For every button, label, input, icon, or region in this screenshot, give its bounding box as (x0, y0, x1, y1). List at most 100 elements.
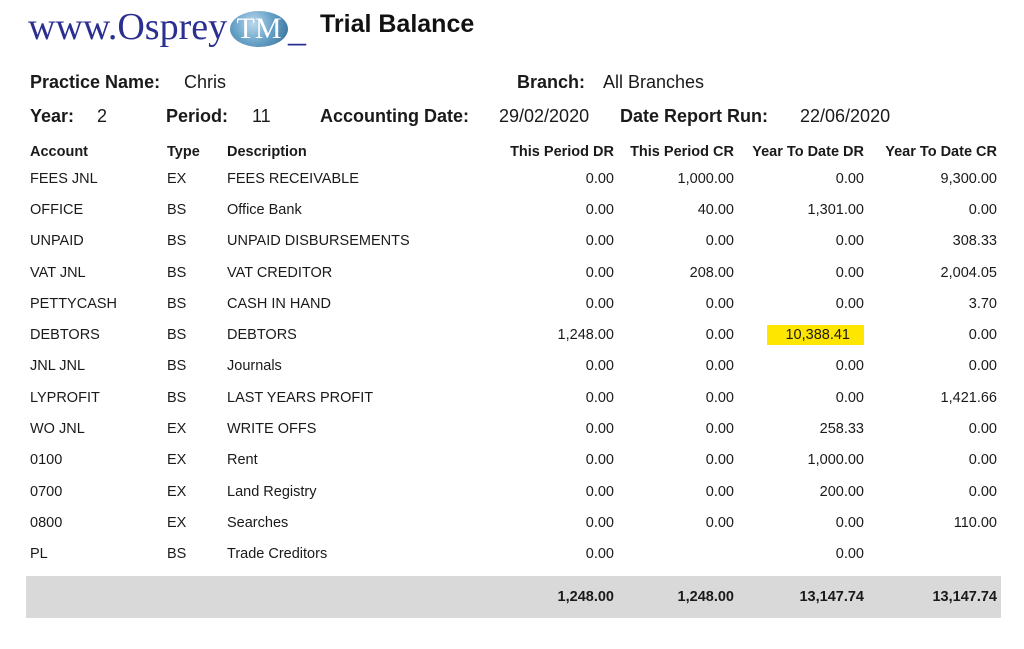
account-type-cell: BS (167, 546, 187, 563)
account-type-cell: EX (167, 170, 187, 187)
table-row: 0100 EX Rent 0.00 0.00 1,000.00 0.00 (26, 445, 1001, 476)
ytd-dr-cell: 10,388.41 (738, 319, 868, 350)
account-code-cell: OFFICE (30, 201, 84, 218)
total-ytd-dr: 13,147.74 (738, 575, 868, 618)
ytd-cr-cell: 9,300.00 (940, 170, 997, 187)
account-type-cell: BS (167, 233, 187, 250)
table-header-row: Account Type Description This Period DR … (26, 140, 1001, 163)
account-description-cell: LAST YEARS PROFIT (227, 389, 374, 406)
column-header: Account (30, 143, 88, 160)
column-header: Year To Date DR (752, 143, 864, 160)
branch-value: All Branches (603, 72, 705, 92)
this-period-cr-cell (618, 539, 738, 570)
this-period-cr-cell: 40.00 (697, 201, 734, 218)
this-period-dr-cell: 0.00 (585, 264, 614, 281)
table-row: WO JNL EX WRITE OFFS 0.00 0.00 258.33 0.00 (26, 413, 1001, 444)
account-description-cell: Journals (227, 358, 282, 375)
ytd-cr-cell: 3.70 (968, 295, 997, 312)
this-period-dr-cell: 0.00 (585, 201, 614, 218)
account-code-cell: JNL JNL (30, 358, 86, 375)
account-description-cell: Searches (227, 514, 289, 531)
table-row: OFFICE BS Office Bank 0.00 40.00 1,301.00 0.00 (26, 194, 1001, 225)
this-period-dr-cell: 0.00 (585, 483, 614, 500)
this-period-cr-cell: 0.00 (705, 452, 734, 469)
this-period-cr-cell: 0.00 (705, 358, 734, 375)
this-period-dr-cell: 0.00 (585, 170, 614, 187)
account-code-cell: 0700 (30, 483, 63, 500)
logo-text: www.Osprey (28, 6, 228, 48)
ytd-dr-cell: 1,000.00 (807, 452, 864, 469)
column-header: This Period CR (630, 143, 734, 160)
table-row: LYPROFIT BS LAST YEARS PROFIT 0.00 0.00 0.00 1… (26, 382, 1001, 413)
year-value: 2 (97, 106, 108, 126)
ytd-dr-cell: 0.00 (835, 233, 864, 250)
logo-tm-badge: TM (230, 11, 288, 47)
ytd-dr-cell: 258.33 (819, 421, 864, 438)
account-code-cell: PETTYCASH (30, 295, 118, 312)
ytd-dr-cell: 0.00 (835, 389, 864, 406)
this-period-cr-cell: 0.00 (705, 327, 734, 344)
ytd-cr-cell: 0.00 (968, 421, 997, 438)
account-type-cell: EX (167, 514, 187, 531)
period-label: Period: (166, 106, 229, 126)
highlighted-value: 10,388.41 (767, 325, 864, 346)
account-type-cell: BS (167, 389, 187, 406)
ytd-dr-cell: 0.00 (835, 546, 864, 563)
table-row: PETTYCASH BS CASH IN HAND 0.00 0.00 0.00 3.70 (26, 288, 1001, 319)
account-code-cell: FEES JNL (30, 170, 98, 187)
this-period-dr-cell: 0.00 (585, 546, 614, 563)
account-description-cell: CASH IN HAND (227, 295, 331, 312)
this-period-dr-cell: 0.00 (585, 421, 614, 438)
column-header: Description (227, 143, 307, 160)
this-period-cr-cell: 0.00 (705, 389, 734, 406)
ytd-cr-cell: 1,421.66 (940, 389, 997, 406)
account-type-cell: BS (167, 295, 187, 312)
account-code-cell: LYPROFIT (30, 389, 100, 406)
ytd-dr-cell: 1,301.00 (807, 201, 864, 218)
account-type-cell: EX (167, 483, 187, 500)
this-period-dr-cell: 0.00 (585, 295, 614, 312)
logo-underscore: _ (288, 9, 306, 49)
ytd-cr-cell: 0.00 (968, 201, 997, 218)
account-code-cell: 0800 (30, 514, 63, 531)
table-row: 0800 EX Searches 0.00 0.00 0.00 110.00 (26, 507, 1001, 538)
report-title: Trial Balance (320, 10, 475, 38)
date-report-run-label: Date Report Run: (620, 106, 768, 126)
this-period-cr-cell: 0.00 (705, 233, 734, 250)
osprey-logo: www.Osprey TM _ (28, 5, 306, 49)
branch-label: Branch: (517, 72, 586, 92)
ytd-dr-cell: 0.00 (835, 170, 864, 187)
account-type-cell: BS (167, 264, 187, 281)
trial-balance-table: Account Type Description This Period DR … (26, 140, 1001, 618)
ytd-dr-cell: 0.00 (835, 264, 864, 281)
ytd-cr-cell: 0.00 (968, 452, 997, 469)
account-type-cell: EX (167, 421, 187, 438)
account-description-cell: VAT CREDITOR (227, 264, 333, 281)
account-description-cell: Office Bank (227, 201, 302, 218)
account-description-cell: FEES RECEIVABLE (227, 170, 359, 187)
period-value: 11 (252, 106, 271, 126)
this-period-cr-cell: 0.00 (705, 295, 734, 312)
this-period-dr-cell: 0.00 (585, 452, 614, 469)
ytd-cr-cell: 308.33 (952, 233, 997, 250)
ytd-cr-cell: 0.00 (968, 327, 997, 344)
account-description-cell: Rent (227, 452, 258, 469)
this-period-dr-cell: 0.00 (585, 389, 614, 406)
total-ytd-cr: 13,147.74 (868, 575, 1001, 618)
ytd-dr-cell: 200.00 (819, 483, 864, 500)
column-header: This Period DR (510, 143, 614, 160)
this-period-cr-cell: 208.00 (689, 264, 734, 281)
year-label: Year: (30, 106, 75, 126)
totals-row: 1,248.00 1,248.00 13,147.74 13,147.74 (26, 575, 1001, 618)
account-type-cell: EX (167, 452, 187, 469)
practice-name-value: Chris (184, 72, 227, 92)
account-code-cell: 0100 (30, 452, 63, 469)
column-header: Year To Date CR (885, 143, 997, 160)
account-type-cell: BS (167, 201, 187, 218)
table-row: PL BS Trade Creditors 0.00 0.00 (26, 539, 1001, 570)
ytd-dr-cell: 0.00 (835, 514, 864, 531)
date-report-run-value: 22/06/2020 (800, 106, 891, 126)
this-period-cr-cell: 0.00 (705, 483, 734, 500)
ytd-dr-cell: 0.00 (835, 358, 864, 375)
account-description-cell: Land Registry (227, 483, 317, 500)
